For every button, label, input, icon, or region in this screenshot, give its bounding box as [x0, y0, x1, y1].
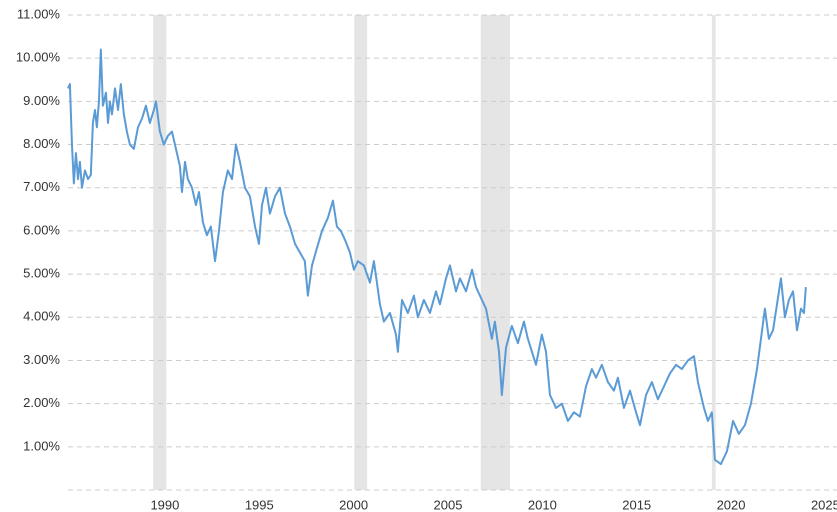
data-line: [67, 48, 807, 466]
x-tick-label: 2005: [434, 497, 463, 512]
x-tick-label: 2010: [528, 497, 557, 512]
x-tick-label: 1990: [150, 497, 179, 512]
y-tick-label: 11.00%: [17, 6, 61, 21]
recession-band: [153, 15, 167, 490]
y-tick-label: 2.00%: [23, 395, 60, 410]
y-tick-label: 6.00%: [23, 222, 60, 237]
y-tick-label: 8.00%: [23, 136, 60, 151]
x-tick-label: 1995: [245, 497, 274, 512]
y-tick-label: 7.00%: [23, 179, 60, 194]
recession-band: [354, 15, 368, 490]
x-tick-label: 2000: [339, 497, 368, 512]
y-tick-label: 9.00%: [23, 93, 60, 108]
y-tick-label: 4.00%: [23, 309, 60, 324]
x-tick-label: 2025: [811, 497, 837, 512]
y-tick-label: 3.00%: [23, 352, 60, 367]
x-tick-label: 2015: [622, 497, 651, 512]
y-tick-label: 10.00%: [16, 50, 61, 65]
y-tick-label: 1.00%: [23, 438, 60, 453]
recession-band: [480, 15, 510, 490]
recession-band: [711, 15, 716, 490]
x-tick-label: 2020: [717, 497, 746, 512]
y-tick-label: 5.00%: [23, 266, 60, 281]
